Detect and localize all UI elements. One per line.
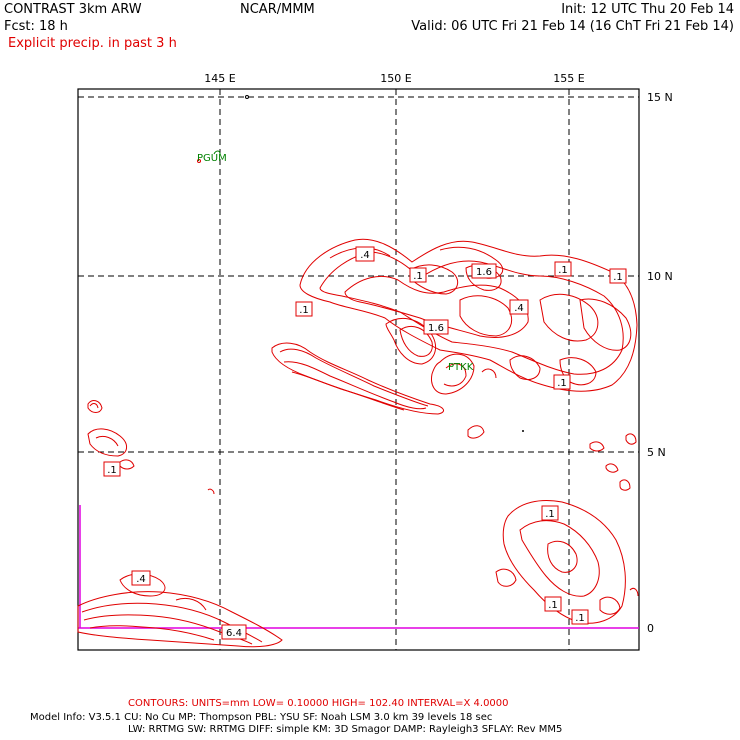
- contour-label-13: .4: [136, 574, 146, 585]
- contour-label-11: .1: [545, 509, 555, 520]
- contour-label-7: 1.6: [428, 323, 444, 334]
- contour-label-6: .1: [613, 272, 623, 283]
- contour-label-2: .1: [299, 305, 309, 316]
- lat-label-eq: 0: [647, 622, 654, 635]
- contour-cell-e1: [589, 441, 605, 452]
- contour-label-10: .1: [107, 465, 117, 476]
- domain-boundary: [78, 505, 639, 629]
- model-info-line2: LW: RRTMG SW: RRTMG DIFF: simple KM: 3D …: [128, 724, 563, 735]
- station-label-pgum: PGUM: [197, 153, 227, 164]
- field-title: Explicit precip. in past 3 h: [8, 36, 177, 51]
- contour-label-5: .1: [558, 265, 568, 276]
- station-label-ptkk: PTKK: [448, 362, 474, 373]
- contour-label-4: .1: [413, 271, 423, 282]
- org-title: NCAR/MMM: [240, 2, 315, 17]
- contour-arm-sw: [271, 342, 497, 415]
- valid-time: Valid: 06 UTC Fri 21 Feb 14 (16 ChT Fri …: [411, 19, 734, 34]
- lat-label-10n: 10 N: [647, 270, 673, 283]
- contour-label-15: .1: [575, 613, 585, 624]
- contour-system-se: [495, 500, 639, 624]
- contour-label-9: .1: [557, 378, 567, 389]
- station-pgum: PGUM: [197, 150, 227, 164]
- dot-marker: [522, 430, 524, 432]
- contour-label-14: 6.4: [226, 628, 242, 639]
- contour-label-12: .1: [548, 600, 558, 611]
- contour-cell-w3: [119, 459, 135, 470]
- island-marker: [245, 95, 249, 99]
- contour-cell-c1: [467, 425, 485, 439]
- contour-cell-e3: [605, 463, 619, 473]
- contour-info: CONTOURS: UNITS=mm LOW= 0.10000 HIGH= 10…: [128, 698, 509, 709]
- lon-label-150: 150 E: [380, 72, 411, 85]
- lon-label-145: 145 E: [204, 72, 235, 85]
- map-frame: [77, 88, 640, 651]
- contour-band-sw: [77, 573, 283, 648]
- contour-cell-e4: [619, 479, 631, 491]
- contour-cell-w1b: [89, 403, 99, 409]
- contour-system-ne: [299, 238, 638, 392]
- model-info-line1: Model Info: V3.5.1 CU: No Cu MP: Thompso…: [30, 712, 493, 723]
- contour-label-3: 1.6: [476, 267, 492, 278]
- model-title: CONTRAST 3km ARW: [4, 2, 142, 17]
- init-time: Init: 12 UTC Thu 20 Feb 14: [561, 2, 734, 17]
- contour-label-8: .4: [514, 303, 524, 314]
- precip-contours: [77, 238, 639, 648]
- lat-label-5n: 5 N: [647, 446, 666, 459]
- contour-cell-w2: [87, 428, 127, 457]
- station-ptkk: PTKK: [448, 362, 474, 373]
- contour-cell-w1: [87, 400, 103, 413]
- contour-label-1: .4: [360, 250, 370, 261]
- forecast-hour: Fcst: 18 h: [4, 19, 68, 34]
- contour-labels: .4 .1 1.6 .1 .1 .1 1.6 .4 .1 .1 .1 .1 .4…: [103, 246, 627, 640]
- contour-cell-e2: [625, 433, 637, 445]
- contour-cell-n1: [207, 488, 215, 495]
- graticule: [78, 89, 639, 650]
- contour-cell-w2b: [95, 435, 119, 447]
- lon-label-155: 155 E: [553, 72, 584, 85]
- lat-label-15n: 15 N: [647, 91, 673, 104]
